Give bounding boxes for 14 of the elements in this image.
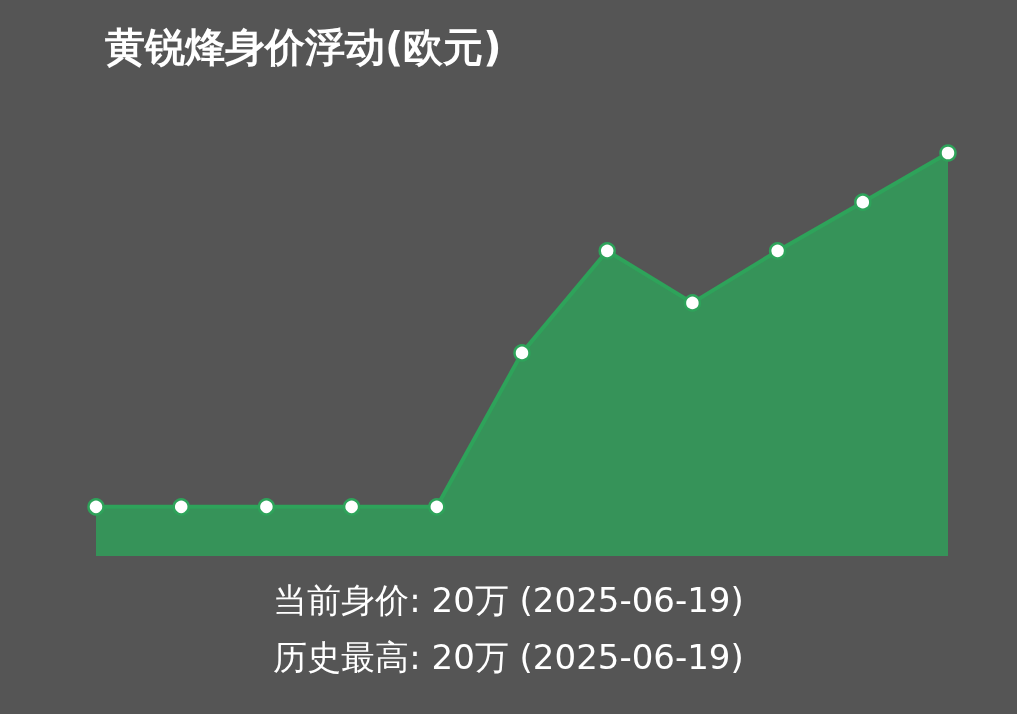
point [257, 498, 276, 516]
text: 当前身价: 20万 (2025-06-19) [273, 580, 744, 620]
point [854, 193, 872, 211]
point [598, 242, 616, 260]
point [939, 144, 957, 162]
point [342, 498, 361, 516]
point [87, 498, 105, 516]
text: 历史最高: 20万 (2025-06-19) [273, 637, 744, 677]
point [683, 294, 702, 312]
point [513, 344, 531, 362]
point [428, 498, 446, 516]
point [172, 498, 190, 516]
point [768, 242, 787, 260]
chart-title: 黄锐烽身价浮动(欧元) [105, 24, 502, 70]
